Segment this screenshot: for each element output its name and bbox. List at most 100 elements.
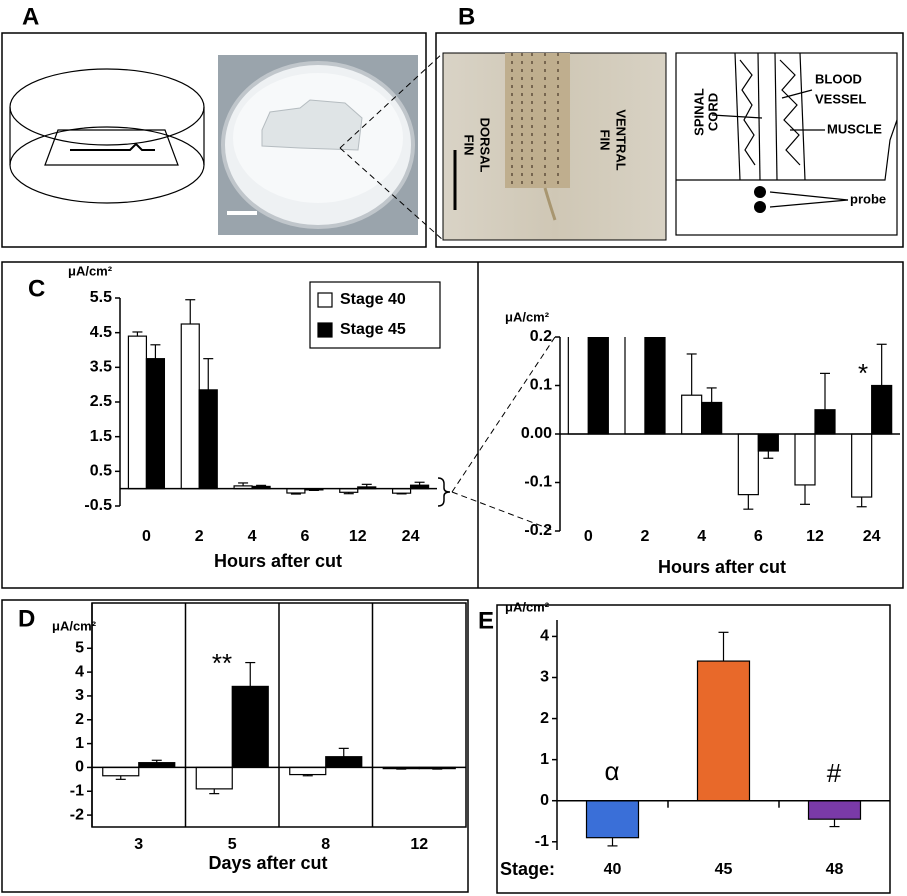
bar [325,756,363,769]
diagram-label: VENTRAL [614,109,629,170]
bar [145,358,166,490]
probe-dot [754,186,766,198]
plot-area [567,337,893,510]
error-bar [607,837,618,847]
error-bar [706,387,717,403]
bar [681,394,703,435]
diagram-label: MUSCLE [827,121,882,136]
x-tick-label: 2 [195,528,204,545]
error-bar [245,661,256,687]
diagram-label: probe [850,191,886,206]
annotation: * [858,358,868,388]
bar [807,800,862,820]
y-tick-label: 0 [540,792,549,809]
bar [737,433,759,496]
y-unit: μA/cm² [505,309,550,324]
error-bar [203,358,214,390]
x-axis-label: Hours after cut [658,557,786,577]
error-bar [185,299,196,324]
x-tick-label: 40 [604,861,622,878]
x-tick-label: 12 [410,836,428,853]
x-tick-label: 0 [584,528,593,545]
legend-swatch [317,292,333,308]
y-tick-label: 0 [75,759,84,776]
bar [180,323,200,490]
error-bar [256,484,267,487]
x-tick-label: 45 [715,861,733,878]
bar [851,433,873,498]
x-tick-label: 12 [349,528,367,545]
y-tick-label: -1 [535,833,549,850]
bar [198,389,218,490]
error-bar [718,631,729,662]
x-tick-label: 6 [300,528,309,545]
annotation: # [827,758,842,788]
diagram-label: SPINAL [691,88,706,136]
plot-area [102,661,456,795]
error-bar [856,497,867,508]
error-bar [343,492,354,495]
probe-dot [754,201,766,213]
dish-photo [218,55,418,235]
diagram-label: FIN [462,135,477,156]
x-tick-label: 2 [641,528,650,545]
y-tick-label: -2 [70,806,84,823]
fin-diagram [675,52,898,236]
x-tick-label: 4 [697,528,706,545]
y-tick-label: 0.1 [530,377,552,394]
error-bar [763,450,774,459]
plot-area [127,299,430,495]
error-bar [302,774,313,777]
x-tick-label: 4 [248,528,257,545]
legend-label: Stage 45 [340,321,406,338]
panel-label: E [478,607,494,634]
y-tick-label: 1 [540,751,549,768]
error-bar [876,343,887,386]
bar [195,766,233,790]
error-bar [396,493,407,495]
error-bar [743,494,754,510]
error-bar [361,483,372,487]
y-tick-label: -0.1 [524,474,552,491]
x-tick-label: 0 [142,528,151,545]
y-tick-label: -1 [70,782,84,799]
error-bar [686,353,697,396]
y-tick-label: 0.00 [521,425,552,442]
y-tick-label: 1.5 [90,428,112,445]
panel-label: D [18,605,35,632]
brace [437,477,451,507]
diagram-label: CORD [705,93,720,131]
y-tick-label: -0.5 [84,497,112,514]
panel-box [1,599,469,893]
x-tick-label: 8 [321,836,330,853]
error-bar [132,331,143,337]
y-tick-label: 5 [75,639,84,656]
y-tick-label: 3 [75,687,84,704]
x-tick-label: 24 [863,528,881,545]
error-bar [209,788,220,795]
panel-label: A [22,3,39,30]
error-bar [238,482,249,486]
bar [102,766,140,777]
x-axis-label: Days after cut [208,853,327,873]
bar [757,433,779,452]
plot-area [585,631,862,847]
y-tick-label: 0.5 [90,463,112,480]
error-bar [800,484,810,505]
diagram-label: BLOOD [815,71,862,86]
error-bar [414,481,425,486]
bar [127,335,148,490]
error-bar [290,493,301,495]
y-unit: μA/cm² [68,263,113,278]
y-unit: μA/cm² [52,618,97,633]
zoom-lines [339,52,444,241]
x-tick-label: 24 [402,528,420,545]
panel-box [435,32,904,248]
x-tick-label: 3 [134,836,143,853]
x-tick-label: 5 [228,836,237,853]
error-bar [820,372,830,410]
panel-label: B [458,3,475,30]
diagram-label: VESSEL [815,91,866,106]
bar [871,384,893,435]
bar [289,766,327,776]
